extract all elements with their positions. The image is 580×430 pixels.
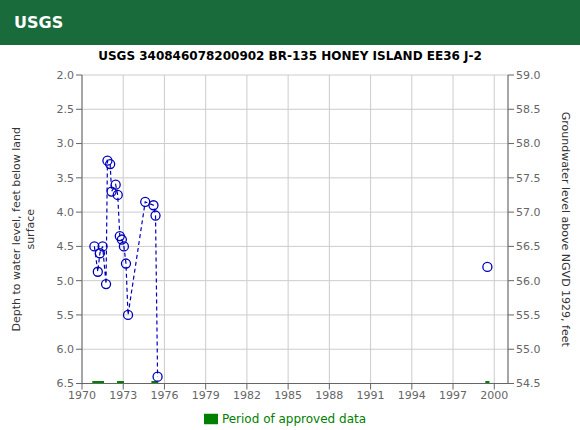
svg-text:56.0: 56.0 — [516, 275, 541, 288]
html-text:USGS 340846078200902 BR-135 HO: USGS 340846078200902 BR-135 HONEY ISLAND… — [98, 49, 482, 63]
svg-text:56.5: 56.5 — [516, 240, 541, 253]
svg-text:1970: 1970 — [68, 389, 96, 402]
svg-text:3.0: 3.0 — [57, 137, 75, 150]
svg-text:55.0: 55.0 — [516, 343, 541, 356]
svg-text:5.5: 5.5 — [57, 309, 75, 322]
html-text:USGS: USGS — [14, 13, 64, 32]
svg-text:6.5: 6.5 — [57, 377, 75, 390]
svg-text:1985: 1985 — [274, 389, 302, 402]
html-text:Period of approved data: Period of approved data — [221, 411, 367, 426]
svg-text:57.0: 57.0 — [516, 206, 541, 219]
svg-text:1982: 1982 — [233, 389, 261, 402]
svg-text:2000: 2000 — [480, 389, 508, 402]
svg-text:5.0: 5.0 — [57, 275, 75, 288]
svg-text:58.5: 58.5 — [516, 103, 541, 116]
svg-text:Groundwater level above NGVD 1: Groundwater level above NGVD 1929, feet — [559, 112, 572, 348]
svg-text:2.5: 2.5 — [57, 103, 75, 116]
svg-text:1991: 1991 — [357, 389, 385, 402]
svg-text:1994: 1994 — [398, 389, 426, 402]
svg-text:57.5: 57.5 — [516, 172, 541, 185]
svg-text:55.5: 55.5 — [516, 309, 541, 322]
svg-text:1979: 1979 — [192, 389, 220, 402]
svg-text:4.5: 4.5 — [57, 240, 75, 253]
svg-text:4.0: 4.0 — [57, 206, 75, 219]
svg-text:6.0: 6.0 — [57, 343, 75, 356]
svg-text:59.0: 59.0 — [516, 69, 541, 82]
svg-text:Depth to water level, feet bel: Depth to water level, feet below landsur… — [10, 127, 37, 332]
svg-text:2.0: 2.0 — [57, 69, 75, 82]
svg-text:1973: 1973 — [109, 389, 137, 402]
svg-text:58.0: 58.0 — [516, 137, 541, 150]
svg-text:1997: 1997 — [439, 389, 467, 402]
svg-text:3.5: 3.5 — [57, 172, 75, 185]
svg-text:1988: 1988 — [315, 389, 343, 402]
svg-text:1976: 1976 — [150, 389, 178, 402]
svg-text:54.5: 54.5 — [516, 377, 541, 390]
